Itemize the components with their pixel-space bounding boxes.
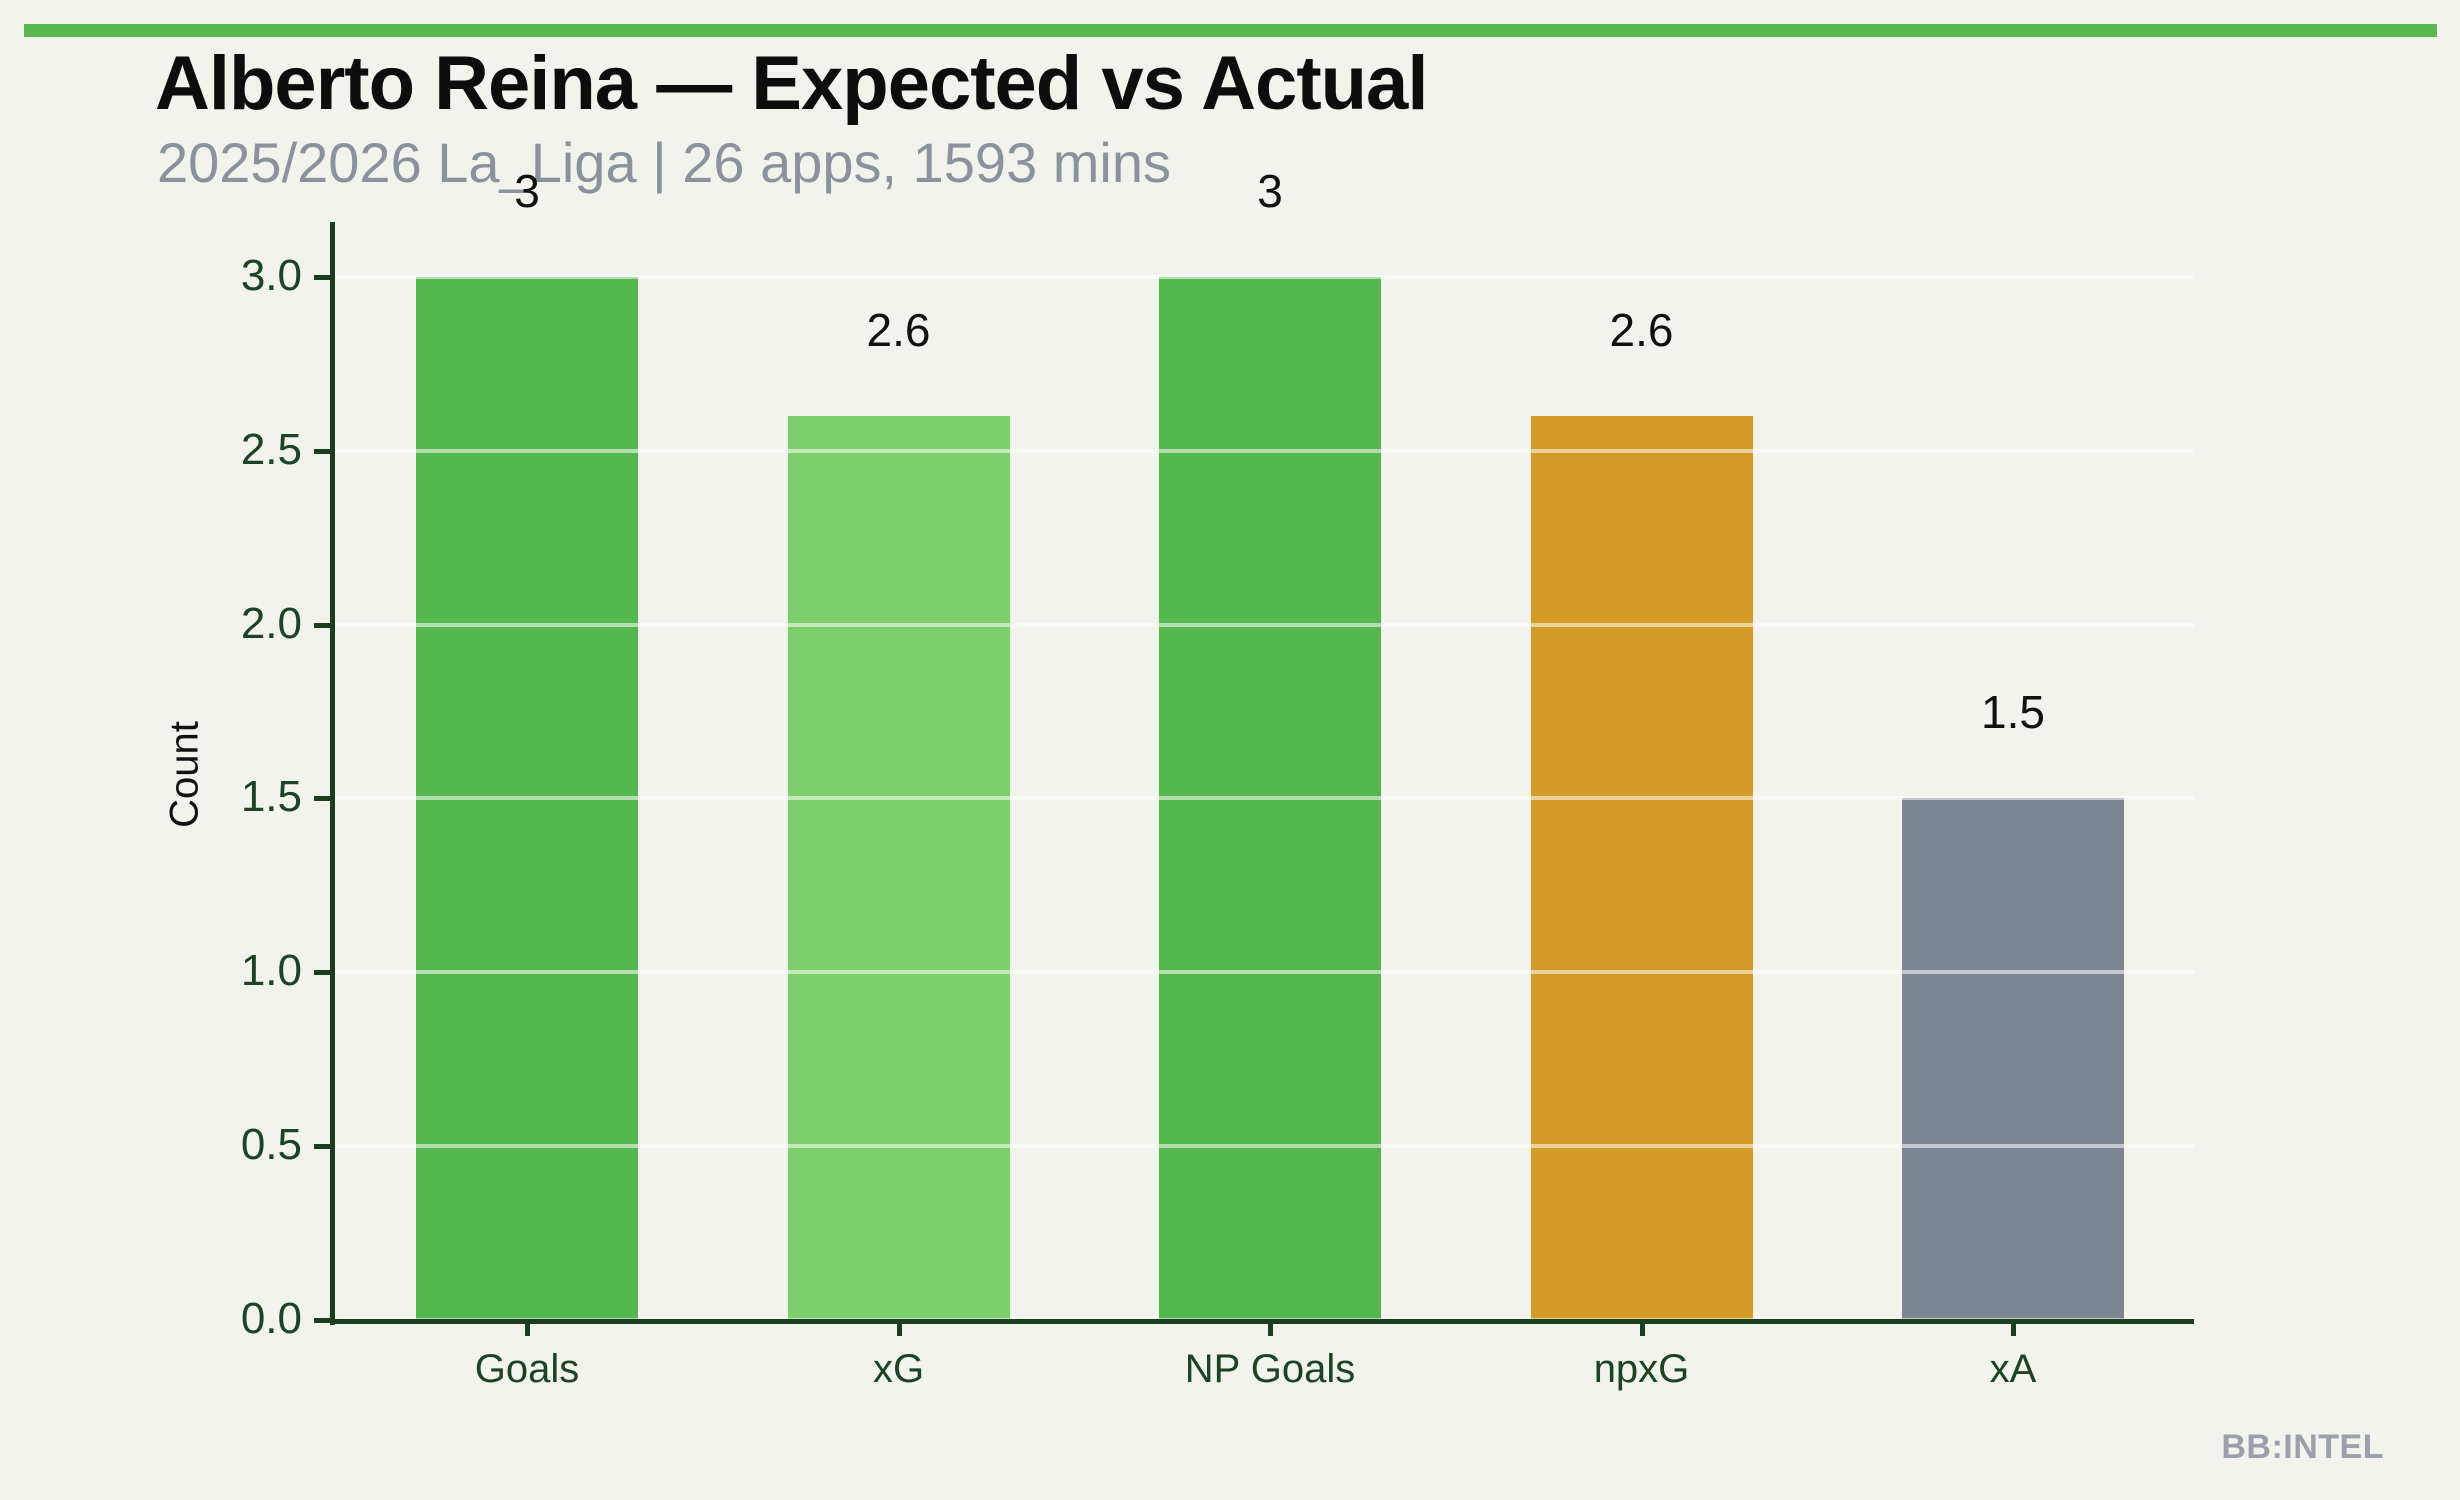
value-label-np-goals: 3 [1257,164,1283,217]
y-tick-1.0 [314,970,330,976]
x-tick-xa [2011,1320,2016,1336]
gridline-1.5 [332,796,2194,801]
bar-xg [787,416,1010,1322]
y-tick-0.5 [314,1144,330,1150]
gridline-0.5 [332,1144,2194,1149]
y-tick-label-2.5: 2.5 [240,424,302,474]
value-label-xg: 2.6 [866,304,931,357]
accent-stripe [24,24,2437,37]
chart-title: Alberto Reina — Expected vs Actual [155,41,1428,126]
y-tick-label-2.0: 2.0 [240,598,302,648]
x-tick-label-np-goals: NP Goals [1184,1347,1356,1391]
x-tick-label-npxg: npxG [1593,1347,1690,1391]
watermark: BB:INTEL [2221,1428,2384,1466]
x-tick-label-xg: xG [872,1347,925,1391]
x-tick-goals [525,1320,530,1336]
y-tick-1.5 [314,796,330,802]
gridline-2.0 [332,622,2194,627]
bar-xa [1902,798,2124,1322]
y-tick-2.0 [314,622,330,628]
y-axis-line [330,222,335,1325]
y-tick-label-1.5: 1.5 [240,772,302,822]
x-tick-xg [896,1320,902,1336]
bar-npxg [1530,416,1753,1322]
y-tick-label-0.5: 0.5 [240,1120,302,1170]
chart-subtitle: 2025/2026 La_Liga | 26 apps, 1593 mins [157,131,1172,194]
value-label-npxg: 2.6 [1609,304,1674,357]
value-label-goals: 3 [514,164,540,217]
y-tick-0.0 [314,1318,330,1323]
x-tick-label-goals: Goals [474,1347,580,1391]
y-tick-2.5 [314,448,330,454]
x-tick-np-goals [1268,1320,1273,1336]
x-tick-label-xa: xA [1989,1347,2037,1391]
y-tick-label-0.0: 0.0 [240,1294,302,1343]
y-tick-3.0 [314,274,330,280]
gridline-2.5 [332,448,2194,453]
value-label-xa: 1.5 [1981,686,2045,739]
x-axis-line [330,1319,2194,1324]
y-tick-label-1.0: 1.0 [240,946,302,996]
gridline-1.0 [332,970,2194,975]
gridline-3.0 [332,274,2194,279]
x-tick-npxg [1639,1320,1645,1336]
y-tick-label-3.0: 3.0 [240,250,302,300]
